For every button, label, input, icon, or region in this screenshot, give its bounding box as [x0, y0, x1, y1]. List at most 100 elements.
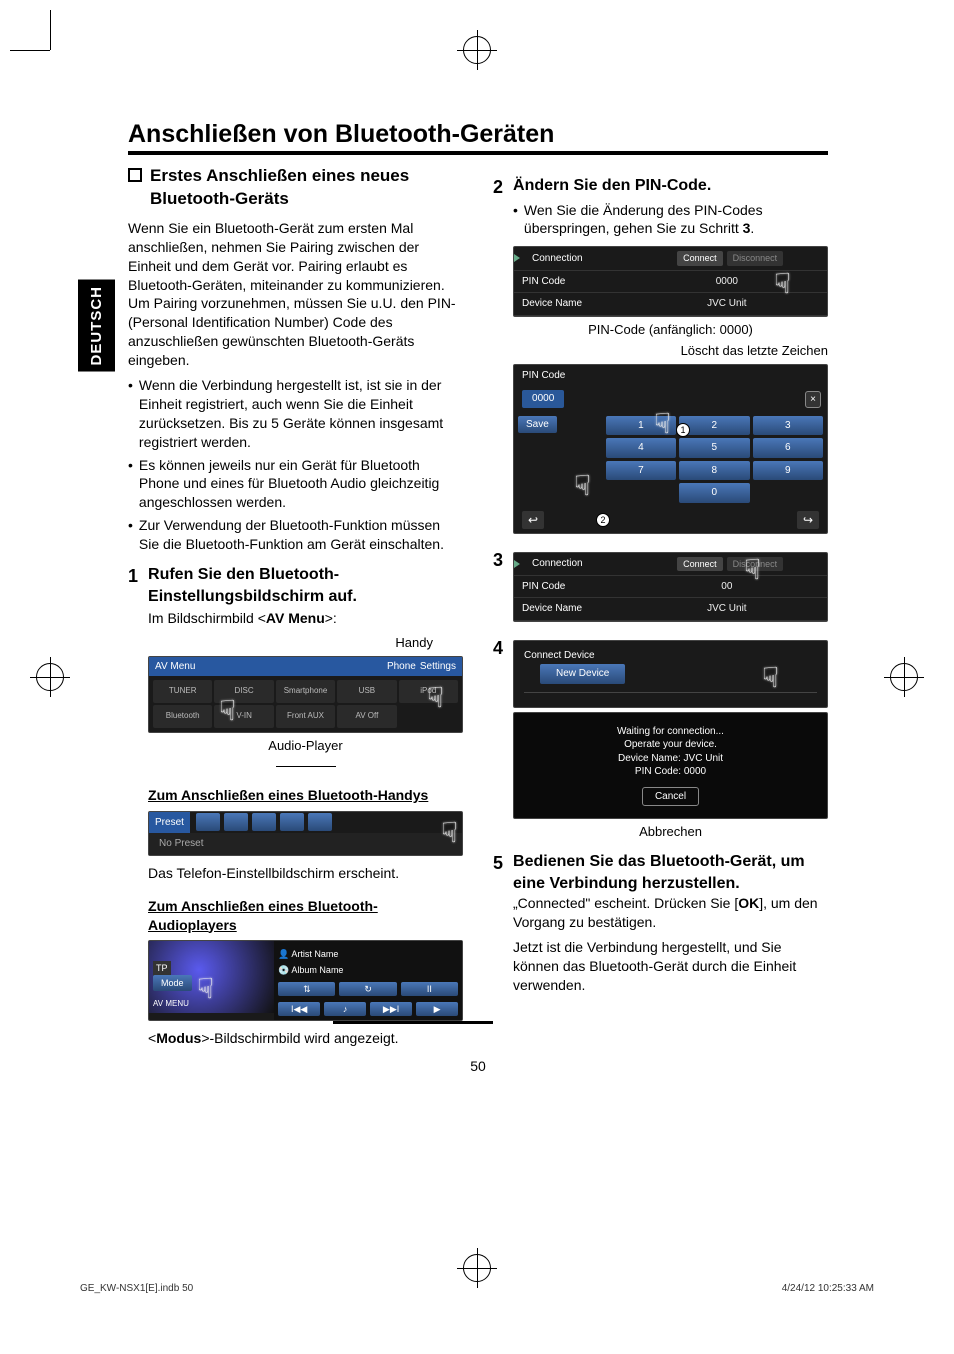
tp-badge: TP — [153, 961, 171, 975]
page-title: Anschließen von Bluetooth-Geräten — [128, 120, 828, 155]
connection-label: Connection — [524, 248, 633, 270]
av-item-usb[interactable]: USB — [337, 680, 396, 703]
footer-left: GE_KW-NSX1[E].indb 50 — [80, 1283, 193, 1294]
key-6[interactable]: 6 — [753, 438, 823, 458]
shuffle-button[interactable]: ⇅ — [278, 982, 335, 996]
connect-device-screenshot: Connect Device New Device ☟ — [513, 640, 828, 708]
label-audio: Audio-Player — [148, 737, 463, 772]
avmenu-label[interactable]: AV MENU — [153, 999, 189, 1010]
connect-device-title: Connect Device — [520, 647, 821, 665]
av-menu-title: AV Menu — [155, 660, 195, 674]
page-number: 50 — [128, 1058, 828, 1074]
bullet-mark: • — [128, 376, 133, 452]
play-button[interactable]: ▶ — [416, 1002, 458, 1016]
wait-line: PIN Code: 0000 — [520, 765, 821, 779]
save-button[interactable]: Save — [518, 416, 557, 434]
connection-screenshot-2: Connection Connect Disconnect PIN Code00 D… — [513, 552, 828, 622]
connection-label: Connection — [524, 553, 633, 575]
new-device-button[interactable]: New Device — [540, 664, 625, 684]
bullet-mark: • — [128, 456, 133, 513]
connection-screenshot: ConnectionConnectDisconnect PIN Code0000… — [513, 246, 828, 316]
key-4[interactable]: 4 — [606, 438, 676, 458]
keypad-title: PIN Code — [514, 365, 827, 387]
preset-icon[interactable] — [280, 813, 304, 831]
bullet-text: Zur Verwendung der Bluetooth-Funktion mü… — [139, 516, 463, 554]
key-5[interactable]: 5 — [679, 438, 749, 458]
pause-button[interactable]: II — [401, 982, 458, 996]
step5-text2: Jetzt ist die Verbindung hergestellt, un… — [513, 938, 828, 995]
audio-caption: <Modus>-Bildschirmbild wird angezeigt. — [148, 1029, 463, 1048]
connect-button[interactable]: Connect — [677, 557, 723, 571]
key-8[interactable]: 8 — [679, 461, 749, 481]
av-item-tuner[interactable]: TUNER — [153, 680, 212, 703]
wait-line: Waiting for connection... — [520, 725, 821, 739]
devicename-label: Device Name — [514, 598, 627, 620]
right-column: 2 Ändern Sie den PIN-Code. • Wen Sie die… — [493, 165, 828, 1054]
disconnect-button[interactable]: Disconnect — [727, 557, 784, 571]
av-item-vin[interactable]: V-IN — [214, 705, 273, 728]
delete-button[interactable]: × — [805, 391, 821, 409]
av-item-smartphone[interactable]: Smartphone — [276, 680, 335, 703]
step-title: Bedienen Sie das Bluetooth-Gerät, um ein… — [513, 851, 828, 894]
step-number: 2 — [493, 175, 503, 538]
left-column: Erstes Anschließen eines neues Bluetooth… — [128, 165, 463, 1054]
note-button[interactable]: ♪ — [324, 1002, 366, 1016]
pincode-value[interactable]: 0000 — [627, 271, 827, 293]
next-button[interactable]: ▶▶I — [370, 1002, 412, 1016]
callout-2: 2 — [596, 513, 610, 527]
cancel-caption: Abbrechen — [513, 823, 828, 841]
repeat-button[interactable]: ↻ — [339, 982, 396, 996]
back-button[interactable]: ↩ — [522, 511, 544, 529]
devicename-value: JVC Unit — [627, 293, 827, 315]
key-7[interactable]: 7 — [606, 461, 676, 481]
crop-mark — [50, 10, 51, 50]
av-item-ipod[interactable]: iPod — [399, 680, 458, 703]
registration-mark — [890, 663, 918, 691]
heading-connect-phone: Zum Anschließen eines Bluetooth-Handys — [148, 786, 463, 805]
devicename-value: JVC Unit — [627, 598, 827, 620]
av-item-frontaux[interactable]: Front AUX — [276, 705, 335, 728]
av-menu-screenshot: AV Menu Phone Settings TUNER DISC Smartp… — [148, 656, 463, 733]
bullet-mark: • — [513, 201, 518, 239]
bullet-text: Es können jeweils nur ein Gerät für Blue… — [139, 456, 463, 513]
pincode-label: PIN Code — [514, 576, 627, 598]
preset-label[interactable]: Preset — [149, 812, 190, 834]
key-3[interactable]: 3 — [753, 416, 823, 436]
cancel-button[interactable]: Cancel — [642, 787, 699, 807]
album-label: 💿 Album Name — [278, 964, 458, 976]
wait-line: Device Name: JVC Unit — [520, 752, 821, 766]
registration-mark — [36, 663, 64, 691]
key-0[interactable]: 0 — [679, 483, 749, 503]
mode-button[interactable]: Mode — [153, 975, 192, 991]
preset-icon[interactable] — [252, 813, 276, 831]
av-item-bluetooth[interactable]: Bluetooth — [153, 705, 212, 728]
footer-right: 4/24/12 10:25:33 AM — [782, 1283, 874, 1294]
key-9[interactable]: 9 — [753, 461, 823, 481]
forward-button[interactable]: ↪ — [797, 511, 819, 529]
section-marker — [128, 168, 142, 182]
heading-connect-audio: Zum Anschließen eines Bluetooth-Audiopla… — [148, 897, 463, 935]
av-item-disc[interactable]: DISC — [214, 680, 273, 703]
connect-button[interactable]: Connect — [677, 251, 723, 265]
artist-label: 👤 Artist Name — [278, 948, 458, 960]
phone-tab[interactable]: Phone — [387, 660, 416, 674]
pincode-value[interactable]: 00 — [627, 576, 827, 598]
settings-tab[interactable]: Settings — [420, 660, 456, 674]
prev-button[interactable]: I◀◀ — [278, 1002, 320, 1016]
step-number: 3 — [493, 548, 503, 626]
callout-1: 1 — [676, 423, 690, 437]
step-subtext: Im Bildschirmbild <AV Menu>: — [148, 609, 463, 628]
registration-mark — [463, 36, 491, 64]
preset-icon[interactable] — [224, 813, 248, 831]
wait-line: Operate your device. — [520, 738, 821, 752]
bottom-rule — [333, 1021, 493, 1024]
registration-mark — [463, 1254, 491, 1282]
av-item-avoff[interactable]: AV Off — [337, 705, 396, 728]
pin-caption: PIN-Code (anfänglich: 0000) — [513, 321, 828, 339]
devicename-label: Device Name — [514, 293, 627, 315]
disconnect-button[interactable]: Disconnect — [727, 251, 784, 265]
key-1[interactable]: 1 — [606, 416, 676, 436]
pin-display: 0000 — [522, 390, 564, 408]
preset-icon[interactable] — [308, 813, 332, 831]
preset-icon[interactable] — [196, 813, 220, 831]
